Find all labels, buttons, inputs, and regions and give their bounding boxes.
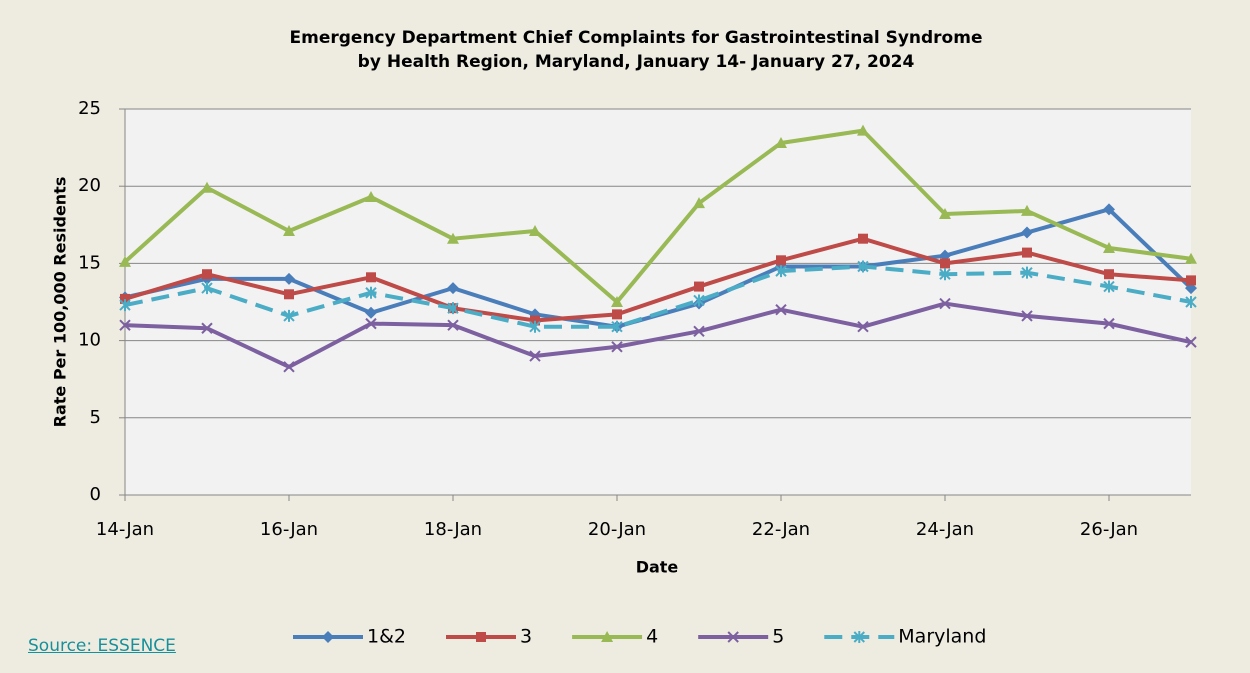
data-point: [611, 320, 623, 333]
legend-marker: [853, 631, 865, 643]
legend-label: 1&2: [367, 626, 406, 648]
y-tick-label: 25: [78, 98, 101, 119]
x-tick-label: 24-Jan: [916, 519, 974, 540]
chart-subtitle: by Health Region, Maryland, January 14- …: [358, 52, 915, 72]
data-point: [283, 272, 295, 285]
data-point: [611, 296, 623, 307]
data-point: [1021, 310, 1033, 322]
series-line: [124, 264, 1192, 329]
legend-label: 4: [646, 626, 658, 648]
data-point: [447, 319, 459, 331]
data-point: [201, 322, 213, 334]
data-point: [447, 282, 459, 295]
data-point: [1185, 336, 1197, 348]
data-point: [529, 350, 541, 362]
x-tick-label: 18-Jan: [424, 519, 482, 540]
data-point: [365, 317, 377, 330]
data-point: [775, 304, 787, 316]
data-point: [612, 309, 622, 320]
data-point: [529, 320, 541, 333]
data-point: [857, 260, 869, 273]
data-point: [283, 224, 295, 236]
data-point: [1103, 241, 1115, 253]
data-point: [366, 272, 376, 283]
y-tick-label: 0: [90, 484, 101, 505]
x-axis-title: Date: [636, 558, 679, 577]
series-line: [124, 236, 1192, 323]
data-point: [1022, 247, 1032, 258]
data-point: [1185, 252, 1197, 264]
data-point: [694, 281, 704, 292]
x-tick-label: 22-Jan: [752, 519, 810, 540]
data-point: [858, 233, 868, 244]
data-point: [529, 224, 541, 236]
data-point: [201, 181, 213, 193]
data-point: [365, 191, 377, 203]
data-point: [1103, 203, 1115, 216]
data-point: [1021, 266, 1033, 279]
legend-marker: [322, 631, 334, 643]
legend-label: 5: [772, 626, 784, 648]
data-point: [530, 315, 540, 326]
legend-marker: [476, 632, 486, 642]
data-point: [283, 309, 295, 322]
data-point: [693, 325, 705, 338]
data-point: [119, 299, 131, 312]
chart-title: Emergency Department Chief Complaints fo…: [290, 28, 983, 48]
data-point: [693, 197, 705, 209]
x-tick-label: 14-Jan: [96, 519, 154, 540]
data-point: [119, 319, 131, 331]
y-axis-title: Rate Per 100,000 Residents: [51, 177, 70, 428]
data-point: [775, 136, 787, 148]
legend-label: 3: [520, 626, 532, 648]
data-point: [857, 320, 869, 333]
legend-label: Maryland: [898, 626, 986, 648]
data-point: [940, 258, 950, 269]
data-point: [283, 361, 295, 373]
data-point: [201, 282, 213, 295]
data-point: [1186, 275, 1196, 286]
data-point: [365, 306, 377, 319]
data-point: [611, 341, 623, 353]
legend-marker: [601, 631, 614, 642]
y-tick-label: 20: [78, 175, 101, 196]
legend-marker: [727, 631, 739, 643]
data-point: [1021, 226, 1033, 239]
data-point: [693, 294, 705, 307]
data-point: [939, 207, 951, 219]
y-tick-label: 10: [78, 330, 101, 351]
x-tick-label: 26-Jan: [1080, 519, 1138, 540]
data-point: [447, 302, 459, 315]
y-tick-label: 5: [90, 407, 101, 428]
data-point: [775, 265, 787, 278]
data-point: [1104, 269, 1114, 280]
x-tick-label: 16-Jan: [260, 519, 318, 540]
data-point: [1021, 204, 1033, 216]
data-point: [1103, 280, 1115, 293]
data-point: [857, 124, 869, 136]
data-point: [119, 255, 131, 267]
data-point: [776, 255, 786, 266]
data-point: [365, 286, 377, 299]
data-point: [120, 293, 130, 304]
data-point: [939, 297, 951, 310]
source-link[interactable]: Source: ESSENCE: [28, 636, 176, 656]
data-point: [202, 269, 212, 280]
data-point: [1185, 296, 1197, 308]
y-tick-label: 15: [78, 252, 101, 273]
series-line: [123, 128, 1192, 304]
data-point: [939, 268, 951, 281]
x-tick-label: 20-Jan: [588, 519, 646, 540]
data-point: [284, 289, 294, 300]
data-point: [1103, 317, 1115, 330]
data-point: [447, 232, 459, 244]
series-line: [124, 301, 1192, 369]
